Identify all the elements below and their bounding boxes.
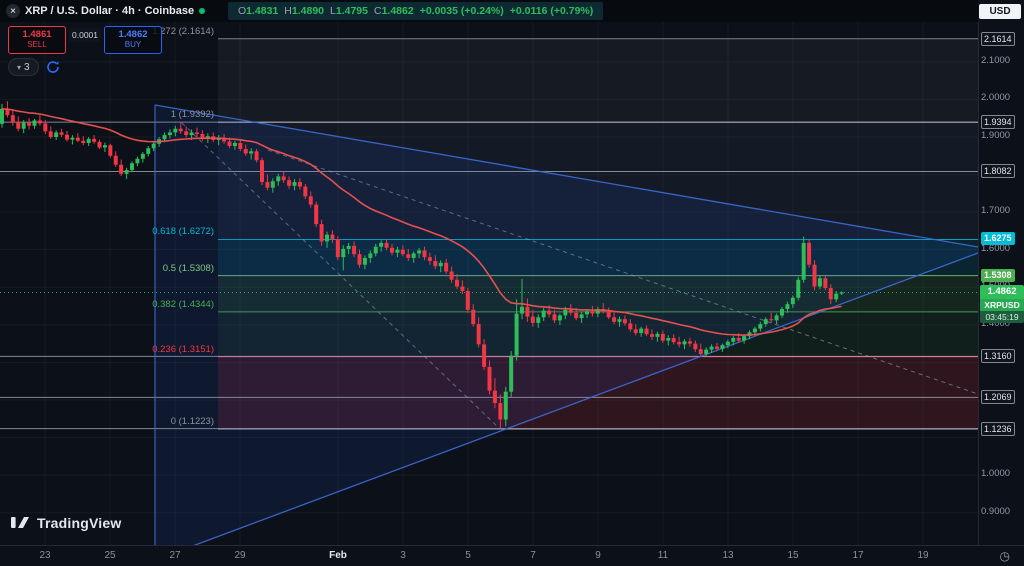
price-axis-label: 1.6275	[981, 232, 1015, 246]
buy-button[interactable]: 1.4862 BUY	[104, 26, 162, 54]
price-axis-label: 2.0000	[981, 92, 1011, 104]
tradingview-logo-text: TradingView	[37, 514, 122, 531]
symbol-badge: XRPUSD	[980, 299, 1024, 312]
buy-price: 1.4862	[118, 29, 148, 41]
buy-label: BUY	[124, 39, 142, 49]
high-label: H	[284, 5, 292, 17]
price-axis-label: 1.1236	[981, 421, 1015, 436]
time-axis-label: Feb	[329, 550, 347, 561]
chart-header: × XRP / U.S. Dollar · 4h · Coinbase O1.4…	[0, 0, 978, 22]
price-axis-label: 2.1000	[981, 54, 1011, 66]
symbol-title[interactable]: XRP / U.S. Dollar · 4h · Coinbase	[25, 5, 195, 17]
symbol-area[interactable]: × XRP / U.S. Dollar · 4h · Coinbase	[0, 4, 222, 18]
price-axis-label: 1.3160	[981, 349, 1015, 364]
time-axis-label: 3	[400, 550, 406, 561]
bars-count-value: 3	[24, 61, 30, 73]
buy-sell-widget: 1.4861 SELL 0.0001 1.4862 BUY	[8, 26, 162, 54]
price-axis-label: 1.2069	[981, 390, 1015, 405]
time-axis-label: 7	[530, 550, 536, 561]
change-value: +0.0035 (+0.24%)	[419, 5, 504, 17]
spread-value: 0.0001	[69, 28, 101, 42]
ohlc-legend: O1.4831 H1.4890 L1.4795 C1.4862 +0.0035 …	[228, 2, 604, 20]
last-price-value: 1.4862	[980, 285, 1024, 300]
price-axis-label: 1.9394	[981, 115, 1015, 130]
market-status-dot	[199, 8, 206, 14]
price-axis-label: 1.4000	[981, 317, 1011, 329]
chart-tools-row: ▾ 3	[8, 58, 61, 76]
tradingview-logo-icon	[11, 517, 29, 528]
chart-pane[interactable]: 1.272 (2.1614) 1 (1.9392) 0.618 (1.6272) 0.…	[0, 22, 978, 545]
currency-toggle-button[interactable]: USD	[979, 4, 1021, 19]
price-axis-label: 2.1614	[981, 31, 1015, 46]
high-value: 1.4890	[291, 5, 325, 17]
price-axis-label: 1.8082	[981, 164, 1015, 179]
time-axis-label: 5	[465, 550, 471, 561]
close-label: C	[373, 5, 382, 17]
candlestick-chart[interactable]	[0, 22, 978, 545]
time-axis-label: 11	[657, 550, 669, 561]
open-label: O	[238, 5, 247, 17]
time-axis-label: 9	[595, 550, 601, 561]
change-percent-value: +0.0116 (+0.79%)	[509, 5, 594, 17]
time-axis-label: 17	[852, 550, 864, 561]
time-axis-label: 29	[234, 550, 246, 561]
current-price-badge: 1.4862 XRPUSD 03:45:19	[980, 285, 1024, 324]
time-axis-label: 25	[104, 550, 116, 561]
time-axis-label: 15	[787, 550, 799, 561]
sell-price: 1.4861	[22, 29, 52, 41]
bar-countdown: 03:45:19	[980, 311, 1024, 324]
sell-button[interactable]: 1.4861 SELL	[8, 26, 66, 54]
refresh-icon[interactable]	[46, 60, 61, 75]
chevron-down-icon: ▾	[17, 62, 22, 72]
open-value: 1.4831	[246, 5, 279, 17]
tradingview-logo[interactable]: TradingView	[10, 514, 121, 531]
price-axis-label: 0.9000	[981, 505, 1011, 517]
price-axis-label: 1.9000	[981, 129, 1011, 141]
time-axis[interactable]: ◷ 23 25 27 29 Feb 3 5 7 9 11 13 15 17 19	[0, 545, 1024, 566]
low-label: L	[330, 5, 336, 17]
time-axis-label: 13	[722, 550, 734, 561]
price-axis-label: 1.7000	[981, 205, 1011, 217]
close-value: 1.4862	[381, 5, 414, 17]
price-axis-label: 1.6000	[981, 242, 1011, 254]
clock-icon[interactable]: ◷	[999, 549, 1010, 563]
time-axis-label: 19	[917, 550, 929, 561]
price-axis-label: 1.5308	[981, 268, 1015, 282]
bars-count-dropdown[interactable]: ▾ 3	[8, 58, 39, 76]
time-axis-label: 27	[169, 550, 181, 561]
price-axis[interactable]: 2.1614 2.1000 2.0000 1.9394 1.9000 1.8082 1.70…	[978, 22, 1024, 545]
low-value: 1.4795	[335, 5, 368, 17]
sell-label: SELL	[27, 39, 47, 49]
time-axis-label: 23	[39, 550, 51, 561]
xrp-logo-icon: ×	[6, 4, 20, 18]
price-axis-label: 1.0000	[981, 468, 1011, 480]
